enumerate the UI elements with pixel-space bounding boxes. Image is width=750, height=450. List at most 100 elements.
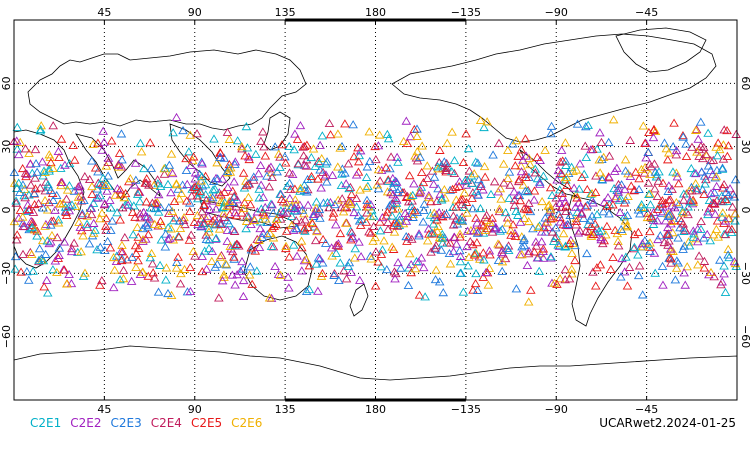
observation-triangle xyxy=(494,207,505,216)
observation-triangle xyxy=(115,185,126,194)
observation-triangle xyxy=(412,146,423,156)
observation-triangle xyxy=(191,181,202,191)
observation-triangle xyxy=(61,194,72,203)
observation-triangle xyxy=(324,203,334,212)
observation-triangle xyxy=(297,266,307,275)
observation-triangle xyxy=(130,241,141,250)
observation-triangle xyxy=(302,140,312,149)
observation-triangle xyxy=(567,269,577,278)
observation-triangle xyxy=(499,178,509,187)
observation-triangle xyxy=(511,136,522,145)
observation-triangle xyxy=(222,201,232,210)
lon-tick-label-top: 90 xyxy=(188,6,202,19)
observation-triangle xyxy=(117,155,127,164)
observation-triangle xyxy=(62,185,73,194)
observation-triangle xyxy=(225,163,236,172)
observation-triangle xyxy=(201,234,212,244)
observation-triangle xyxy=(317,258,328,267)
observation-triangle xyxy=(597,154,607,163)
observation-triangle xyxy=(592,144,602,153)
observation-triangle xyxy=(214,214,224,223)
observation-triangle xyxy=(181,153,191,163)
observation-triangle xyxy=(556,145,567,154)
observation-triangle xyxy=(299,256,310,265)
observation-triangle xyxy=(386,152,396,161)
observation-triangle xyxy=(237,144,247,153)
observation-triangle xyxy=(441,165,451,174)
observation-triangle xyxy=(131,262,141,272)
observation-triangle xyxy=(174,216,185,225)
observation-triangle xyxy=(494,204,505,213)
observation-triangle xyxy=(668,167,678,176)
observation-triangle xyxy=(313,253,324,262)
observation-triangle xyxy=(546,214,556,223)
observation-triangle xyxy=(523,205,533,214)
observation-triangle xyxy=(525,159,535,169)
observation-triangle xyxy=(316,153,327,163)
observation-triangle xyxy=(88,198,99,207)
observation-triangle xyxy=(441,158,452,167)
observation-triangle xyxy=(376,262,386,271)
observation-triangle xyxy=(197,181,208,190)
observation-triangle xyxy=(41,275,52,284)
observation-triangle xyxy=(270,142,280,151)
observation-triangle xyxy=(704,270,714,279)
observation-triangle xyxy=(731,129,741,138)
observation-triangle xyxy=(372,180,383,189)
observation-triangle xyxy=(554,241,565,250)
observation-triangle xyxy=(696,117,706,126)
observation-triangle xyxy=(511,206,521,215)
observation-triangle xyxy=(613,236,623,245)
observation-triangle xyxy=(318,234,328,243)
observation-triangle xyxy=(671,146,682,155)
observation-triangle xyxy=(660,216,671,225)
observation-triangle xyxy=(80,268,90,277)
observation-triangle xyxy=(604,209,614,218)
observation-triangle xyxy=(317,131,328,140)
observation-triangle xyxy=(592,263,602,272)
observation-triangle xyxy=(682,262,692,271)
observation-triangle xyxy=(444,248,455,258)
observation-triangle xyxy=(448,246,459,256)
observation-triangle xyxy=(298,142,308,151)
observation-triangle xyxy=(129,180,140,189)
observation-triangle xyxy=(480,225,491,234)
observation-triangle xyxy=(637,239,648,248)
observation-triangle xyxy=(132,222,143,231)
observation-triangle xyxy=(719,261,729,270)
observation-triangle xyxy=(609,183,619,193)
observation-triangle xyxy=(163,234,173,243)
observation-triangle xyxy=(20,144,31,153)
observation-triangle xyxy=(209,134,219,143)
observation-triangle xyxy=(289,203,300,213)
observation-triangle xyxy=(82,211,93,220)
observation-triangle xyxy=(555,157,566,166)
observation-triangle xyxy=(283,272,293,281)
observation-triangle xyxy=(590,187,601,196)
observation-triangle xyxy=(181,165,192,175)
observation-triangle xyxy=(197,207,207,216)
observation-triangle xyxy=(448,211,459,220)
observation-triangle xyxy=(729,257,740,266)
observation-triangle xyxy=(40,249,51,258)
observation-triangle xyxy=(436,195,447,204)
observation-triangle xyxy=(375,226,386,235)
observation-triangle xyxy=(723,190,734,199)
coastline-outline xyxy=(169,123,231,187)
observation-triangle xyxy=(138,235,148,244)
lon-tick-label-top: −90 xyxy=(545,6,568,19)
observation-triangle xyxy=(204,227,214,236)
observation-triangle xyxy=(727,202,738,211)
observation-triangle xyxy=(535,179,545,188)
observation-triangle xyxy=(341,274,352,283)
observation-triangle xyxy=(335,228,346,238)
observation-triangle xyxy=(184,235,195,244)
observation-triangle xyxy=(716,196,726,205)
observation-triangle xyxy=(210,262,221,271)
lon-tick-label-bottom: −90 xyxy=(545,403,568,416)
observation-triangle xyxy=(24,204,34,214)
observation-triangle xyxy=(77,209,88,218)
observation-triangle xyxy=(314,158,325,167)
observation-triangle xyxy=(44,198,54,207)
observation-triangle xyxy=(56,134,67,143)
